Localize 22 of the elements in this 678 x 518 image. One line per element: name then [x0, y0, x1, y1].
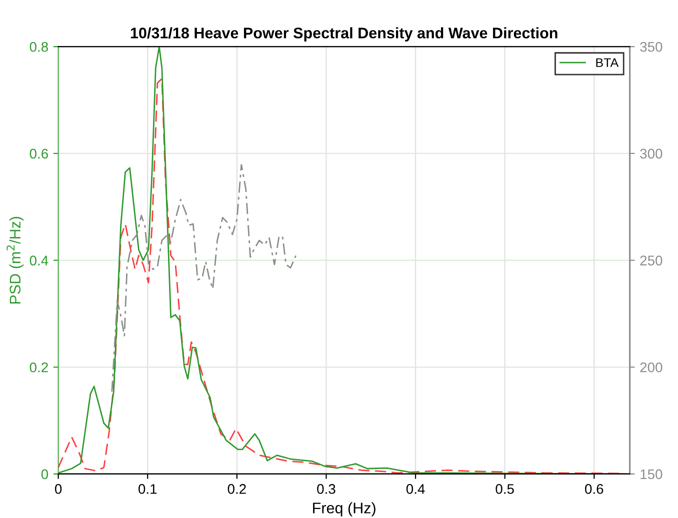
line-series [111, 164, 297, 392]
x-tick-label: 0 [54, 484, 62, 494]
y-tick-label: 0.4 [30, 256, 48, 266]
x-tick-label: 0.1 [138, 484, 157, 494]
y-tick-label: 0.8 [30, 42, 48, 52]
y2-tick-label: 350 [640, 42, 662, 52]
y2-tick-label: 300 [640, 148, 662, 159]
y-tick-label: 0.2 [30, 362, 48, 372]
y-tick-label: 0.6 [30, 148, 48, 159]
y-tick-label: 0 [41, 469, 48, 480]
y2-tick-label: 250 [640, 256, 662, 266]
x-tick-label: 0.3 [317, 484, 336, 494]
y2-tick-label: 150 [640, 469, 662, 480]
x-axis-title: Freq (Hz) [313, 502, 376, 516]
x-tick-label: 0.4 [406, 484, 425, 494]
y-axis-title: PSD (m$^{2}$/Hz) [6, 216, 24, 304]
x-tick-label: 0.5 [496, 484, 514, 494]
x-tick-label: 0.2 [228, 484, 246, 494]
legend-label: BTA [596, 58, 619, 67]
x-tick-label: 0.6 [585, 484, 604, 494]
y2-tick-label: 200 [640, 362, 662, 372]
chart-title: 10/31/18 Heave Power Spectral Density and Wave Direction [130, 27, 558, 42]
